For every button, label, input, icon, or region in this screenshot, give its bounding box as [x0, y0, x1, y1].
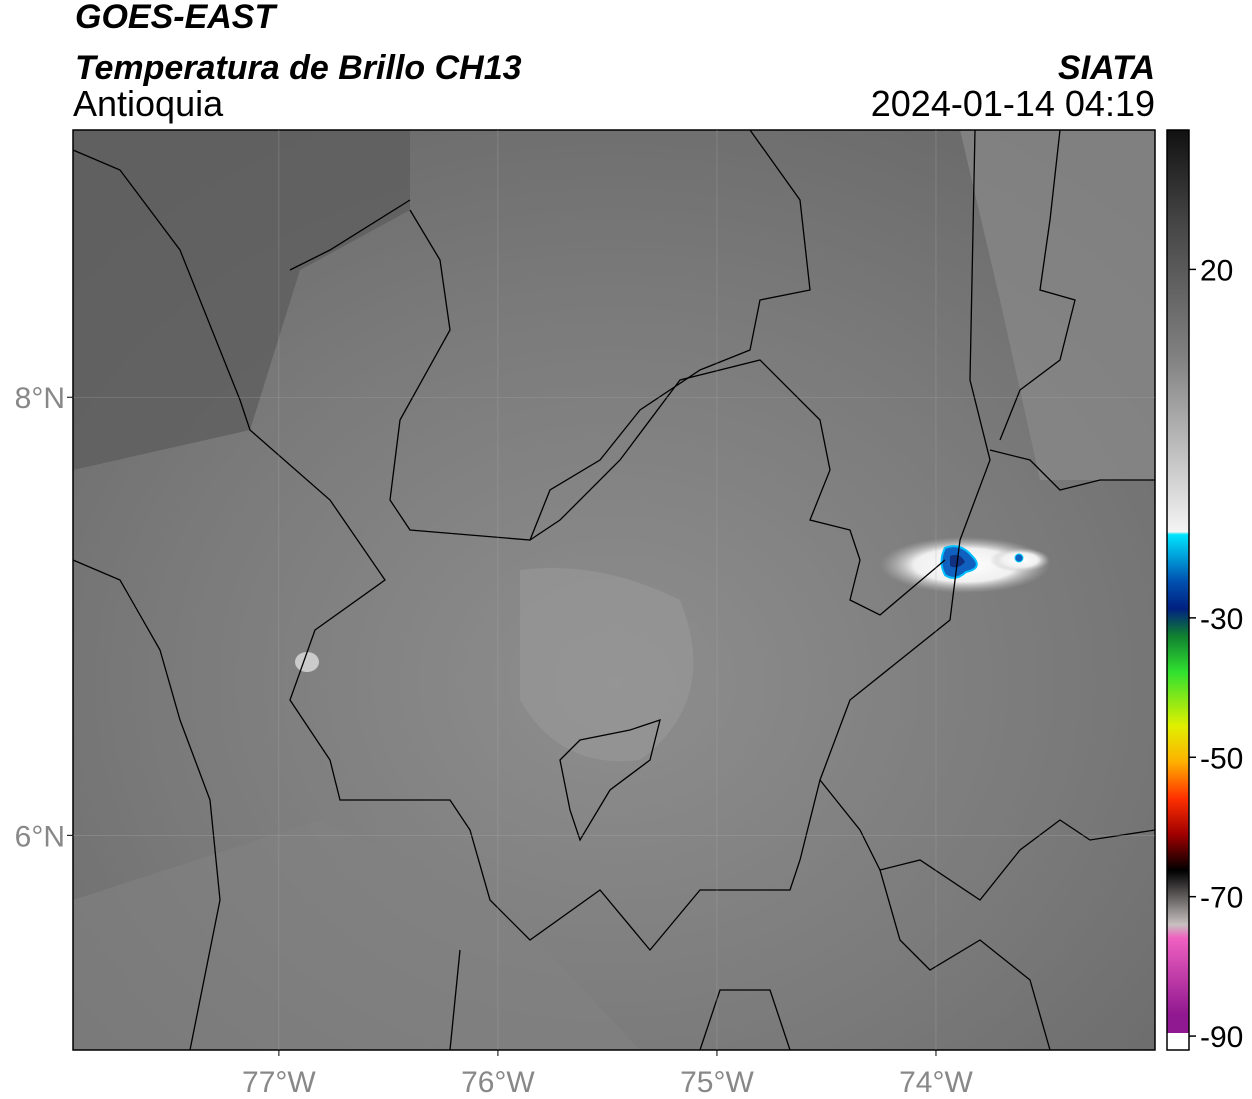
- source: SIATA: [1058, 49, 1155, 87]
- x-tick-label: 75°W: [680, 1066, 754, 1099]
- x-tick-label: 77°W: [242, 1066, 316, 1099]
- map-frame: [72, 129, 1156, 1051]
- y-tick-label: 6°N: [15, 820, 65, 853]
- colorbar-tick-label: -30: [1200, 603, 1243, 636]
- colorbar-tick-label: 20: [1200, 254, 1233, 287]
- colorbar-tick-label: -50: [1200, 742, 1243, 775]
- datetime: 2024-01-14 04:19: [871, 83, 1155, 124]
- colorbar-under: [1167, 1033, 1189, 1050]
- map-image: [73, 130, 1155, 1050]
- x-tick-label: 74°W: [899, 1066, 973, 1099]
- title: GOES-EAST: [75, 0, 278, 36]
- colorbar: [1167, 130, 1189, 1033]
- x-tick-label: 76°W: [461, 1066, 535, 1099]
- y-tick-label: 8°N: [15, 382, 65, 415]
- colorbar-tick-label: -90: [1200, 1021, 1243, 1054]
- region: Antioquia: [73, 83, 224, 124]
- subtitle: Temperatura de Brillo CH13: [75, 49, 522, 87]
- colorbar-tick-label: -70: [1200, 882, 1243, 915]
- colorbar-frame: [1166, 129, 1190, 1051]
